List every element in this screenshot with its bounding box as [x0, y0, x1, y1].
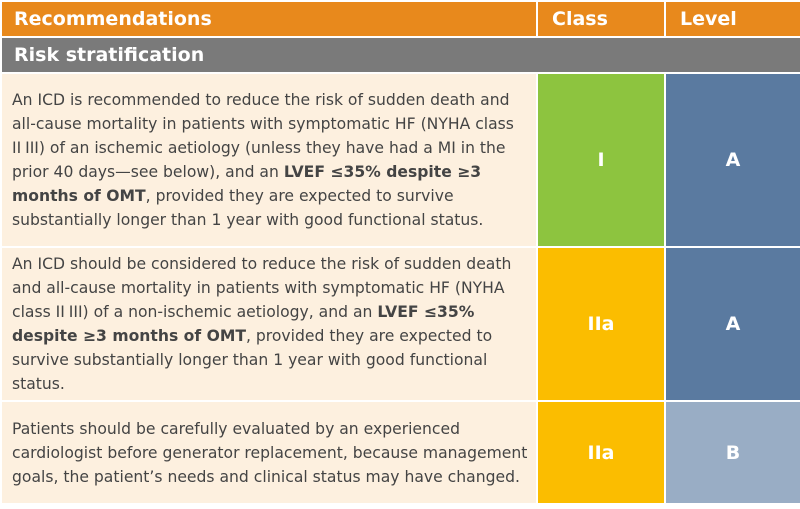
section-row: Risk stratification	[0, 36, 800, 74]
rows: An ICD is recommended to reduce the risk…	[0, 72, 800, 505]
recommendation-row: An ICD is recommended to reduce the risk…	[0, 72, 800, 248]
class-cell: IIa	[536, 246, 666, 402]
text-part: An ICD is recommended to reduce the risk…	[12, 91, 514, 181]
recommendation-text: An ICD should be considered to reduce th…	[0, 246, 538, 402]
text-part: LVEF ≤35% despite ≥3 months of OMT	[12, 163, 482, 205]
text-part: An ICD should be considered to reduce th…	[12, 255, 512, 321]
class-cell: I	[536, 72, 666, 248]
class-cell: IIa	[536, 400, 666, 505]
recommendation-row: An ICD should be considered to reduce th…	[0, 246, 800, 402]
section-title: Risk stratification	[0, 36, 800, 74]
level-cell: A	[664, 246, 800, 402]
header-cell: Recommendations	[0, 0, 538, 38]
level-cell: A	[664, 72, 800, 248]
level-cell: B	[664, 400, 800, 505]
text-part: LVEF ≤35% despite ≥3 months of OMT	[12, 303, 475, 345]
text-part: , provided they are expected to survive …	[12, 327, 493, 393]
recommendation-text: An ICD is recommended to reduce the risk…	[0, 72, 538, 248]
header-row: Recommendations Class Level	[0, 0, 800, 38]
text-part: Patients should be carefully evaluated b…	[12, 419, 528, 486]
header-cell: Level	[664, 0, 800, 38]
text-part: , provided they are expected to survive …	[12, 187, 484, 229]
recommendation-row: Patients should be carefully evaluated b…	[0, 400, 800, 505]
header-cell: Class	[536, 0, 666, 38]
recommendation-text: Patients should be carefully evaluated b…	[0, 400, 538, 505]
